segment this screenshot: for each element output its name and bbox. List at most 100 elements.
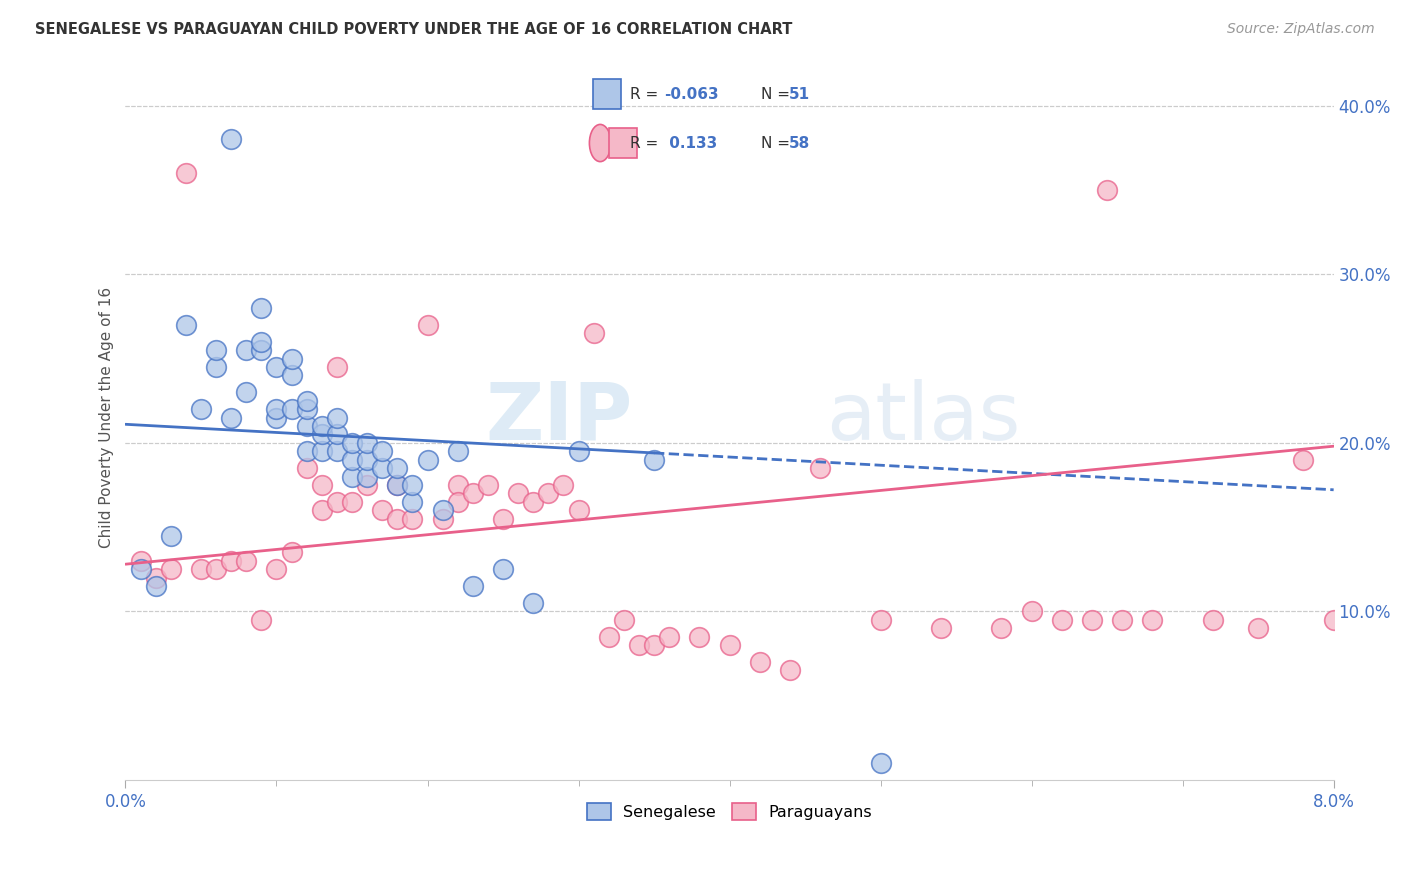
Point [371,461,394,475]
Point [447,478,470,492]
Text: SENEGALESE VS PARAGUAYAN CHILD POVERTY UNDER THE AGE OF 16 CORRELATION CHART: SENEGALESE VS PARAGUAYAN CHILD POVERTY U… [35,22,793,37]
Point [219,132,242,146]
Legend: Senegalese, Paraguayans: Senegalese, Paraguayans [581,797,879,826]
Point [235,554,257,568]
Point [266,402,288,417]
Point [326,427,349,442]
Point [582,326,605,341]
Point [718,638,741,652]
Point [492,562,515,576]
Point [235,343,257,358]
Point [401,495,423,509]
Point [145,579,167,593]
Point [235,385,257,400]
Point [748,655,770,669]
Point [280,402,302,417]
Point [461,486,484,500]
Point [326,495,349,509]
Point [1247,621,1270,635]
Point [1323,613,1346,627]
Point [280,545,302,559]
Y-axis label: Child Poverty Under the Age of 16: Child Poverty Under the Age of 16 [100,287,114,548]
Text: Source: ZipAtlas.com: Source: ZipAtlas.com [1227,22,1375,37]
Point [205,562,228,576]
Point [1095,183,1118,197]
Point [567,503,589,517]
Point [295,419,318,434]
Point [688,630,710,644]
Point [387,478,409,492]
Point [174,166,197,180]
Point [311,444,333,458]
Point [159,562,181,576]
Point [311,427,333,442]
Point [929,621,952,635]
Point [295,393,318,408]
Point [990,621,1012,635]
Point [295,461,318,475]
Point [1050,613,1073,627]
Point [174,318,197,332]
Point [356,469,378,483]
Point [371,444,394,458]
Point [598,630,620,644]
Point [295,444,318,458]
Point [250,301,273,315]
Point [627,638,650,652]
Point [129,554,152,568]
Point [190,562,212,576]
Point [447,495,470,509]
Text: ZIP: ZIP [485,378,633,457]
Point [387,461,409,475]
Point [145,571,167,585]
Point [295,402,318,417]
Point [326,359,349,374]
Point [508,486,530,500]
Point [311,478,333,492]
Point [387,478,409,492]
Point [432,511,454,525]
Point [613,613,636,627]
Point [266,410,288,425]
Point [779,664,801,678]
Point [190,402,212,417]
Point [658,630,681,644]
Point [477,478,499,492]
Point [432,503,454,517]
Point [205,343,228,358]
Point [356,478,378,492]
Point [340,435,363,450]
Point [553,478,575,492]
Point [356,452,378,467]
Point [1081,613,1104,627]
Point [219,410,242,425]
Point [416,452,439,467]
Point [808,461,831,475]
Point [869,756,891,770]
Point [250,613,273,627]
Point [311,419,333,434]
Point [159,528,181,542]
Point [1021,604,1043,618]
Point [461,579,484,593]
Point [129,562,152,576]
Point [266,359,288,374]
Point [643,452,665,467]
Point [266,562,288,576]
Point [387,511,409,525]
Point [416,318,439,332]
Point [219,554,242,568]
Point [522,596,544,610]
Point [1142,613,1164,627]
Point [537,486,560,500]
Point [356,435,378,450]
Point [250,343,273,358]
Point [522,495,544,509]
Point [205,359,228,374]
Point [340,452,363,467]
Point [447,444,470,458]
Point [567,444,589,458]
Point [401,511,423,525]
Point [401,478,423,492]
Point [1111,613,1133,627]
